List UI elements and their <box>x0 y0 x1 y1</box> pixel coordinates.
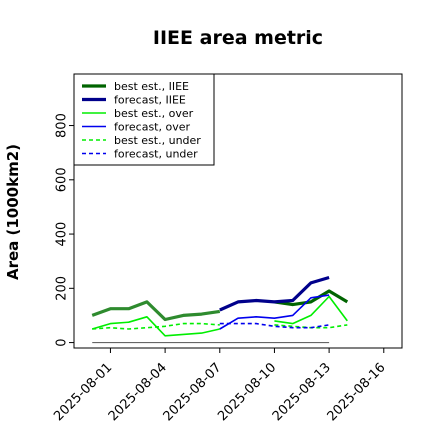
history-line <box>92 322 220 330</box>
y-tick-label: 0 <box>55 338 70 346</box>
legend-label: best est., IIEE <box>114 80 189 93</box>
legend-box <box>73 73 215 166</box>
y-tick-label: 600 <box>55 167 70 192</box>
series-line <box>219 322 330 329</box>
history-line <box>91 300 221 322</box>
series-line <box>219 294 330 330</box>
y-axis-label: Area (1000km2) <box>4 144 22 280</box>
y-axis: 0 200 400 600 800 <box>55 113 74 347</box>
y-tick-label: 400 <box>55 222 70 247</box>
legend-label: forecast, under <box>114 148 198 161</box>
series-lines <box>91 275 349 344</box>
legend-label: best est., under <box>114 134 201 147</box>
legend-label: forecast, over <box>114 121 190 134</box>
x-tick-label: 2025-08-16 <box>325 360 389 424</box>
x-axis: 2025-08-012025-08-042025-08-072025-08-10… <box>51 348 389 424</box>
chart-title: IIEE area metric <box>153 27 323 49</box>
series-line <box>274 295 348 325</box>
y-tick-label: 200 <box>55 276 70 301</box>
legend-label: forecast, IIEE <box>114 94 186 107</box>
y-tick-label: 800 <box>55 113 70 138</box>
series-line <box>219 275 330 312</box>
plot-frame <box>73 73 403 349</box>
series-line <box>274 289 349 307</box>
legend-label: best est., over <box>114 107 194 120</box>
